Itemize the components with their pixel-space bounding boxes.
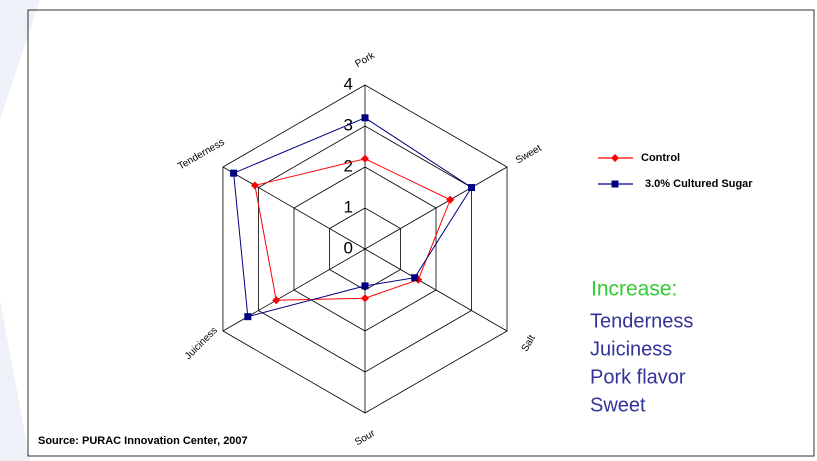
tick-label: 1 [344, 197, 353, 216]
annotation-item: Juiciness [590, 338, 672, 360]
marker [361, 294, 369, 303]
marker [230, 169, 238, 177]
category-label: Salt [520, 333, 538, 354]
marker [611, 154, 619, 162]
marker [250, 181, 259, 190]
category-label: Pork [353, 50, 377, 70]
tick-label: 0 [344, 238, 353, 257]
axis-spoke [222, 166, 366, 250]
marker [361, 282, 369, 290]
marker [272, 296, 281, 305]
category-label: Sour [353, 428, 377, 448]
legend-label: Control [641, 152, 680, 164]
axis-spoke [364, 248, 508, 332]
category-label: Tenderness [176, 137, 226, 172]
annotation-heading: Increase: [591, 278, 677, 301]
category-label: Juiciness [183, 325, 220, 362]
legend-label: 3.0% Cultured Sugar [645, 178, 753, 190]
axis-spoke [364, 166, 508, 250]
source: Source: PURAC Innovation Center, 2007 [38, 435, 248, 447]
marker [361, 114, 369, 122]
marker [468, 184, 476, 191]
tick-label: 4 [344, 74, 353, 93]
tick-label: 2 [344, 156, 353, 175]
marker [611, 180, 619, 188]
decoration [0, 0, 40, 120]
category-label: Sweet [514, 143, 544, 167]
marker [361, 154, 369, 163]
decoration [0, 300, 30, 461]
marker [244, 313, 252, 321]
annotation-item: Pork flavor [590, 366, 686, 388]
annotation-item: Sweet [590, 394, 646, 416]
marker [446, 195, 455, 204]
marker [411, 274, 419, 282]
frame [27, 9, 815, 457]
annotation-item: Tenderness [590, 310, 693, 332]
